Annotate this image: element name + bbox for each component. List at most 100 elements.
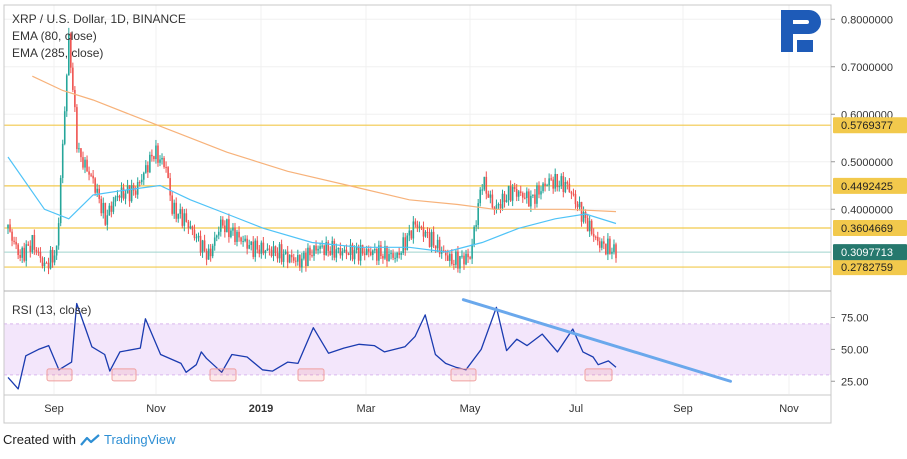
rsi-trendline-segment bbox=[461, 298, 732, 383]
candle-body bbox=[80, 148, 82, 158]
candle-body bbox=[611, 251, 613, 254]
ema-80-legend: EMA (80, close) bbox=[12, 29, 97, 43]
candle-body bbox=[116, 195, 119, 198]
candle-body bbox=[440, 250, 443, 254]
price-tick-label: 0.8000000 bbox=[841, 14, 893, 26]
candle-body bbox=[499, 204, 502, 209]
chart-frame bbox=[3, 4, 832, 424]
candle-body bbox=[475, 225, 477, 227]
candle-body bbox=[258, 249, 261, 254]
candle-body bbox=[455, 251, 457, 265]
rsi-trendline bbox=[461, 298, 732, 383]
candle-body bbox=[272, 246, 275, 256]
candle-body bbox=[246, 238, 248, 249]
candle-body bbox=[134, 190, 137, 195]
time-axis[interactable]: Sep Nov 2019 Mar May Jul Sep Nov bbox=[44, 403, 799, 415]
candle-body bbox=[254, 240, 257, 257]
candle-body bbox=[120, 187, 123, 198]
level-price-badge bbox=[833, 117, 907, 134]
candle-body bbox=[72, 67, 74, 90]
candle-body bbox=[17, 244, 19, 255]
candle-body bbox=[35, 249, 38, 252]
candle-body bbox=[317, 248, 319, 251]
candle-body bbox=[149, 154, 151, 173]
candle-body bbox=[70, 33, 72, 68]
candle-body bbox=[544, 183, 546, 186]
candle-body bbox=[420, 226, 423, 228]
rsi-oversold-marker bbox=[46, 368, 73, 382]
candle-body bbox=[313, 245, 315, 256]
candle-body bbox=[167, 167, 169, 179]
candle-body bbox=[217, 231, 220, 236]
candle-body bbox=[434, 245, 437, 249]
candle-body bbox=[39, 252, 42, 258]
candle-body bbox=[400, 253, 402, 255]
rsi-tick-label: 25.00 bbox=[841, 376, 869, 388]
candle-body bbox=[102, 202, 105, 214]
candle-body bbox=[607, 238, 609, 255]
candle-body bbox=[215, 235, 218, 238]
candle-body bbox=[21, 247, 23, 258]
price-axis[interactable]: 0.80000000.70000000.60000000.50000000.40… bbox=[831, 14, 907, 276]
candle-body bbox=[509, 185, 512, 201]
level-price-label: 0.3604669 bbox=[841, 223, 893, 235]
candle-body bbox=[410, 230, 413, 239]
candle-body bbox=[594, 236, 597, 238]
time-tick-label: Sep bbox=[673, 403, 693, 415]
candle-body bbox=[305, 252, 307, 267]
candle-body bbox=[343, 249, 346, 252]
candle-body bbox=[406, 235, 409, 251]
candle-body bbox=[355, 247, 358, 250]
candle-body bbox=[517, 191, 520, 197]
time-tick-label: 2019 bbox=[249, 403, 273, 415]
candle-body bbox=[603, 241, 605, 244]
candle-body bbox=[151, 154, 153, 157]
candle-body bbox=[232, 227, 234, 231]
candle-body bbox=[175, 202, 178, 219]
tradingview-brand-link[interactable]: TradingView bbox=[103, 432, 176, 447]
candle-body bbox=[155, 145, 157, 160]
rsi-series bbox=[7, 302, 617, 390]
candle-body bbox=[124, 193, 127, 199]
candle-body bbox=[477, 203, 479, 226]
level-price-badge bbox=[833, 177, 907, 194]
candle-body bbox=[266, 248, 269, 251]
candle-body bbox=[321, 245, 323, 247]
candle-body bbox=[37, 251, 40, 253]
candle-body bbox=[596, 236, 599, 242]
candle-body bbox=[566, 182, 569, 184]
created-with-label: Created with bbox=[3, 432, 76, 447]
price-tick-label: 0.7000000 bbox=[841, 62, 893, 74]
candle-body bbox=[41, 257, 44, 267]
candle-body bbox=[303, 252, 305, 259]
candle-body bbox=[59, 177, 62, 224]
candle-body bbox=[323, 245, 325, 256]
time-tick-label: Sep bbox=[44, 403, 64, 415]
candle-body bbox=[601, 241, 603, 248]
candle-body bbox=[51, 249, 54, 263]
candle-body bbox=[27, 244, 30, 246]
time-tick-label: Jul bbox=[569, 403, 583, 415]
candle-body bbox=[351, 244, 354, 260]
candle-body bbox=[558, 186, 561, 188]
candle-body bbox=[451, 253, 453, 265]
candle-body bbox=[341, 251, 344, 256]
candle-body bbox=[228, 219, 230, 238]
candle-body bbox=[436, 239, 439, 249]
candle-body bbox=[378, 245, 380, 261]
candle-body bbox=[487, 193, 490, 198]
candle-body bbox=[288, 254, 291, 263]
candle-body bbox=[503, 193, 506, 203]
candle-body bbox=[220, 219, 222, 232]
candle-body bbox=[357, 247, 360, 261]
candle-body bbox=[234, 227, 236, 242]
candle-body bbox=[226, 219, 228, 233]
candle-body bbox=[491, 194, 494, 208]
tradingview-cloud-icon bbox=[80, 433, 100, 446]
candle-body bbox=[242, 241, 244, 243]
candle-body bbox=[138, 182, 141, 184]
candle-body bbox=[311, 255, 313, 257]
candle-body bbox=[398, 252, 400, 255]
rsi-axis[interactable]: 75.00 50.00 25.00 bbox=[831, 313, 869, 389]
candle-body bbox=[540, 191, 542, 195]
